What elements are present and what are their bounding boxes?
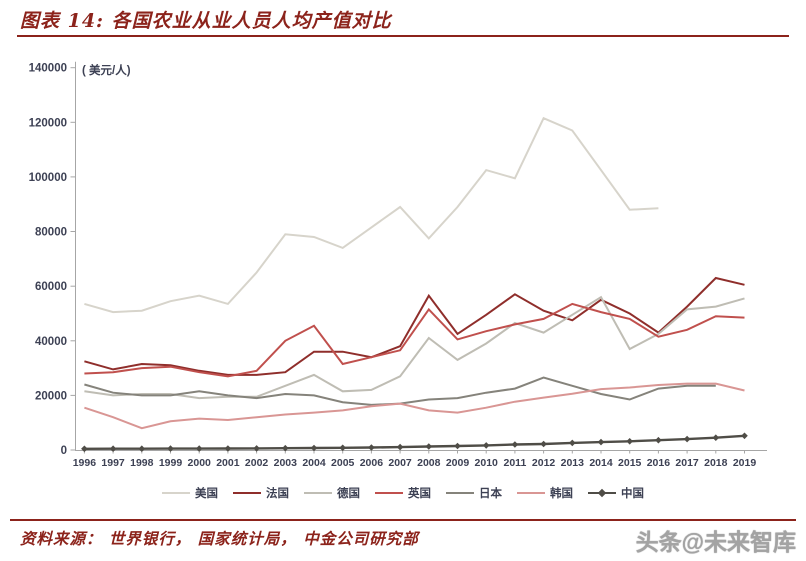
series-marker-中国 [454, 442, 461, 450]
series-marker-中国 [253, 445, 260, 452]
legend-item-韩国: 韩国 [517, 485, 573, 501]
series-line-日本 [84, 376, 716, 406]
series-line-中国 [84, 434, 745, 450]
x-axis-label: 2009 [446, 457, 470, 469]
x-axis-label: 2019 [733, 457, 757, 469]
y-axis-label: 40000 [35, 336, 67, 348]
y-axis-unit-label: ( 美元/人) [82, 63, 131, 77]
x-axis-label: 1999 [159, 457, 183, 469]
y-axis-label: 100000 [29, 172, 67, 184]
series-line-美国 [84, 116, 659, 314]
x-axis-label: 2018 [704, 457, 728, 469]
legend-swatch [233, 492, 261, 494]
y-axis-label: 80000 [35, 227, 67, 239]
x-axis-label: 2012 [532, 457, 556, 469]
x-axis-label: 2004 [302, 457, 326, 469]
x-axis-label: 2013 [561, 457, 585, 469]
legend-item-美国: 美国 [162, 485, 218, 501]
legend-label: 德国 [337, 488, 360, 500]
x-axis-label: 2008 [417, 457, 441, 469]
y-axis-label: 0 [61, 445, 67, 457]
x-axis-label: 2002 [245, 457, 269, 469]
legend-swatch [588, 488, 616, 497]
series-marker-中国 [569, 439, 576, 447]
legend-label: 韩国 [550, 488, 573, 500]
series-marker-中国 [339, 444, 346, 452]
series-marker-中国 [482, 442, 490, 449]
x-axis-label: 1997 [101, 457, 125, 469]
x-axis-label: 2016 [647, 457, 671, 469]
series-marker-中国 [712, 434, 720, 441]
series-marker-中国 [655, 436, 662, 444]
series-marker-中国 [195, 445, 203, 452]
title-underline [17, 35, 789, 37]
series-marker-中国 [282, 444, 289, 452]
series-marker-中国 [540, 440, 547, 448]
legend-item-中国: 中国 [588, 485, 644, 501]
x-axis-label: 2005 [331, 457, 355, 469]
legend-item-日本: 日本 [446, 485, 502, 501]
series-line-法国 [84, 276, 745, 376]
x-axis-label: 2011 [504, 457, 527, 469]
x-axis-label: 2001 [216, 457, 240, 469]
legend-swatch [446, 492, 474, 494]
x-axis-label: 2000 [188, 457, 212, 469]
series-marker-中国 [396, 443, 404, 451]
series-marker-中国 [626, 438, 633, 445]
y-axis-label: 140000 [29, 63, 67, 75]
legend-label: 中国 [621, 488, 644, 500]
x-axis-label: 2017 [675, 457, 699, 469]
series-line-德国 [84, 295, 745, 400]
legend-diamond-marker [597, 488, 607, 497]
legend-swatch [162, 492, 190, 494]
x-axis-label: 1996 [73, 457, 97, 469]
data-source-note: 资料来源： 世界银行， 国家统计局， 中金公司研究部 [20, 529, 419, 548]
legend-label: 英国 [408, 488, 431, 500]
legend-label: 法国 [266, 488, 289, 500]
watermark: 头条@未来智库 [635, 529, 796, 555]
legend-swatch [304, 492, 332, 494]
series-line-英国 [84, 302, 745, 378]
legend-label: 美国 [195, 488, 218, 500]
series-marker-中国 [310, 444, 318, 452]
series-marker-中国 [511, 441, 519, 448]
x-axis-label: 2015 [618, 457, 642, 469]
x-axis-label: 2014 [589, 457, 613, 469]
series-marker-中国 [167, 445, 174, 452]
x-axis-label: 1998 [130, 457, 154, 469]
x-axis-label: 2010 [475, 457, 499, 469]
legend-swatch [517, 492, 545, 494]
y-axis-label: 60000 [35, 281, 67, 293]
footer-divider [10, 519, 796, 521]
line-chart: 0 20000 40000 60000 80000 100000 120000 140000 1… [29, 61, 767, 469]
y-axis-label: 20000 [35, 390, 67, 402]
legend-item-德国: 德国 [304, 485, 360, 501]
series-marker-中国 [224, 445, 232, 452]
chart-title: 图表 14: 各国农业从业人员人均产值对比 [20, 10, 392, 32]
series-marker-中国 [109, 445, 117, 452]
series-marker-中国 [368, 444, 375, 451]
x-axis-label: 2003 [274, 457, 298, 469]
legend-item-英国: 英国 [375, 485, 431, 501]
legend-item-法国: 法国 [233, 485, 289, 501]
series-marker-中国 [597, 438, 605, 446]
series-line-韩国 [84, 382, 745, 430]
series-marker-中国 [81, 445, 88, 453]
x-axis-label: 2006 [360, 457, 384, 469]
y-axis-label: 120000 [29, 117, 67, 129]
series-marker-中国 [425, 443, 433, 450]
x-axis-label: 2007 [388, 457, 412, 469]
series-marker-中国 [683, 435, 691, 443]
series-marker-中国 [138, 445, 146, 452]
series-marker-中国 [741, 432, 748, 440]
chart-legend: 美国 法国 德国 英国 日本 韩国 中国 [0, 483, 806, 503]
legend-label: 日本 [479, 488, 502, 500]
legend-swatch [375, 492, 403, 494]
